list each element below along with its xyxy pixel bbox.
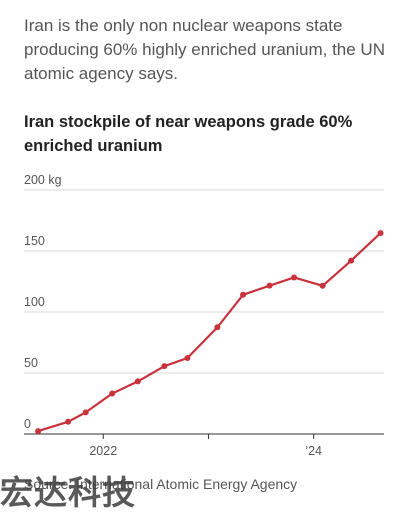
y-tick-label-0: 0 [24,417,31,431]
gridlines [24,189,384,374]
data-point-0 [35,428,42,435]
y-tick-label-150: 150 [24,234,45,248]
data-point-12 [348,257,355,264]
data-point-7 [214,324,221,331]
y-tick-label-100: 100 [24,295,45,309]
series-line-0 [37,232,382,433]
data-point-9 [266,282,273,289]
intro-text: Iran is the only non nuclear weapons sta… [24,16,385,83]
data-point-13 [377,230,384,237]
data-point-10 [291,274,298,281]
tick-labels: 200 kg 150 100 50 0 2022 ’24 [24,173,322,458]
data-point-4 [134,378,141,385]
series-iran-stockpile [35,230,384,435]
x-axis [24,433,384,439]
data-point-1 [65,418,72,425]
y-tick-label-200: 200 kg [24,173,62,187]
data-point-8 [240,291,247,298]
data-point-6 [184,354,191,361]
data-point-11 [319,282,326,289]
x-tick-label-0: 2022 [89,444,117,458]
chart-title: Iran stockpile of near weapons grade 60%… [24,113,353,155]
y-tick-label-50: 50 [24,356,38,370]
x-tick-label-2: ’24 [305,444,322,458]
data-point-3 [109,390,116,397]
data-point-5 [161,363,168,370]
data-point-2 [82,409,89,416]
source-note: Source: International Atomic Energy Agen… [24,476,298,492]
watermark-logo: 宏达科技 [0,473,136,512]
